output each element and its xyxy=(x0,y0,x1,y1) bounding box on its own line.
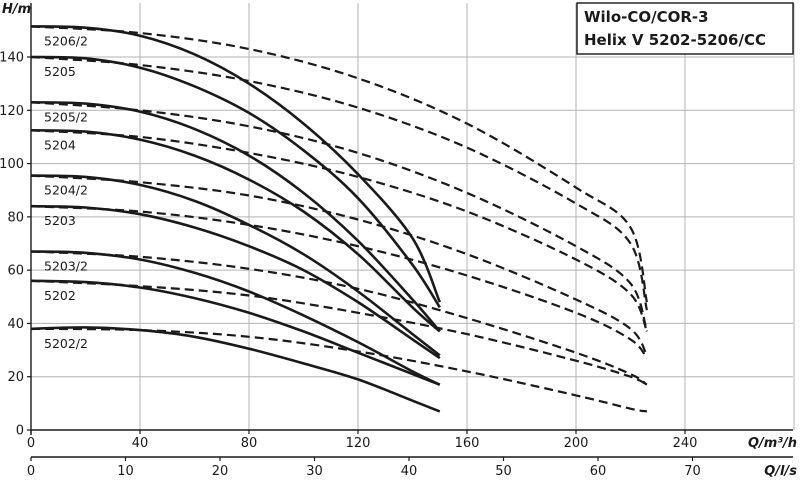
curve-solid-5206-2 xyxy=(30,25,441,303)
x-tick-label: 120 xyxy=(346,436,371,451)
chart-title-line-1: Wilo-CO/COR-3 xyxy=(584,8,709,26)
x2-tick-label: 10 xyxy=(117,464,134,479)
curve-dashed-5202-2 xyxy=(30,327,648,413)
axes: 0 20 40 60 80 100 120 140 0 40 80 120 160 200 240 0 10 20… xyxy=(0,3,793,479)
curve-dashed-5206-2 xyxy=(30,25,648,303)
curve-dashed-5204 xyxy=(30,129,648,332)
y-tick-label: 120 xyxy=(0,104,24,119)
curve-solid-5202-2 xyxy=(30,326,441,413)
curve-dashed-5204-2 xyxy=(30,174,648,356)
y-axis-label: H/m xyxy=(2,2,31,17)
x-tick-label: 200 xyxy=(564,436,589,451)
x2-tick-label: 40 xyxy=(401,464,418,479)
x2-tick-label: 60 xyxy=(590,464,607,479)
x-tick-label: 40 xyxy=(132,436,149,451)
grid xyxy=(31,3,795,430)
curve-solid-5204 xyxy=(30,129,441,333)
chart-title-line-2: Helix V 5202-5206/CC xyxy=(584,31,766,49)
series-label: 5204/2 xyxy=(44,183,88,198)
series-label: 5202/2 xyxy=(44,336,88,351)
series-label: 5203 xyxy=(44,213,76,228)
x-tick-label: 240 xyxy=(673,436,698,451)
y-tick-label: 40 xyxy=(7,317,24,332)
curve-solid-5203-2 xyxy=(30,250,441,386)
y-tick-label: 80 xyxy=(7,210,24,225)
x2-tick-label: 70 xyxy=(684,464,701,479)
series-label: 5203/2 xyxy=(44,258,88,273)
curve-solid-5205-2 xyxy=(30,101,441,333)
x-tick-label: 160 xyxy=(455,436,480,451)
curve-dashed-5205-2 xyxy=(30,101,648,332)
series-label: 5204 xyxy=(44,137,76,152)
series-label: 5205/2 xyxy=(44,109,88,124)
curve-dashed-5202 xyxy=(30,279,648,386)
series-label: 5202 xyxy=(44,288,76,303)
curve-solid-5203 xyxy=(30,204,441,360)
x-tick-label: 80 xyxy=(241,436,258,451)
series-label: 5206/2 xyxy=(44,33,88,48)
y-tick-label: 100 xyxy=(0,157,24,172)
curve-solid-5204-2 xyxy=(30,174,441,357)
title-box-frame xyxy=(576,2,794,55)
x2-tick-label: 30 xyxy=(306,464,323,479)
x-axis-label: Q/m³/h xyxy=(748,436,797,451)
x2-axis-label: Q/l/s xyxy=(764,464,797,479)
curve-dashed-5203-2 xyxy=(30,250,648,386)
curve-dashed-5203 xyxy=(30,205,648,359)
y-tick-label: 60 xyxy=(7,264,24,279)
series-labels: 5206/2 5205 5205/2 5204 5204/2 5203 5203/2 5202… xyxy=(44,33,88,350)
y-tick-label: 140 xyxy=(0,51,24,66)
curve-solid-5205 xyxy=(30,55,441,309)
y-tick-label: 20 xyxy=(7,370,24,385)
x2-tick-label: 0 xyxy=(27,464,35,479)
x-tick-label: 0 xyxy=(27,436,35,451)
curve-dashed-5205 xyxy=(30,55,648,311)
title-box: Wilo-CO/COR-3 Helix V 5202-5206/CC xyxy=(576,2,794,55)
x2-tick-label: 50 xyxy=(495,464,512,479)
curve-solid-5202 xyxy=(30,279,441,386)
curves xyxy=(30,25,648,413)
y-tick-label: 0 xyxy=(16,424,24,439)
x2-tick-label: 20 xyxy=(212,464,229,479)
series-label: 5205 xyxy=(44,64,76,79)
